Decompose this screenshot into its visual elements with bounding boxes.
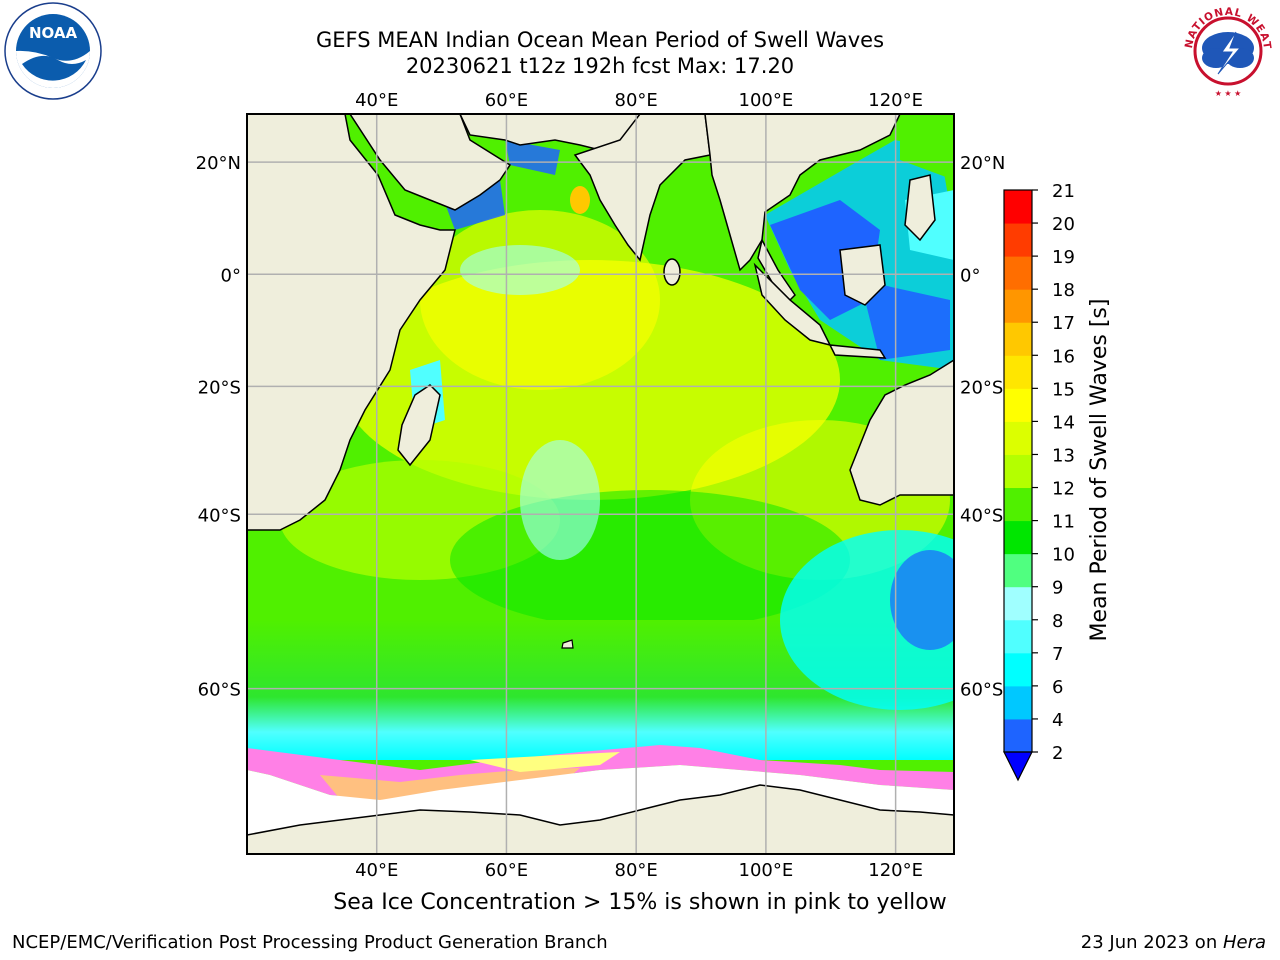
colorbar-tick-label: 6 bbox=[1052, 677, 1063, 698]
lon-label-bottom: 120°E bbox=[868, 860, 923, 881]
sea-ice-note: Sea Ice Concentration > 15% is shown in … bbox=[333, 890, 947, 915]
colorbar-tick-label: 7 bbox=[1052, 644, 1063, 665]
lon-label-top: 80°E bbox=[615, 90, 658, 111]
colorbar-bin bbox=[1004, 586, 1032, 621]
nws-logo: NATIONAL WEATHER SERVICE ★ ★ ★ bbox=[1178, 2, 1275, 98]
colorbar-tick-label: 2 bbox=[1052, 743, 1063, 764]
lat-label-left: 40°S bbox=[198, 505, 241, 526]
lat-label-left: 0° bbox=[221, 265, 241, 286]
lat-label-right: 40°S bbox=[960, 505, 1003, 526]
lat-label-left: 20°S bbox=[198, 377, 241, 398]
producer-credit: NCEP/EMC/Verification Post Processing Pr… bbox=[12, 932, 608, 953]
map-subtitle: 20230621 t12z 192h fcst Max: 17.20 bbox=[405, 54, 795, 78]
colorbar-bin bbox=[1004, 256, 1032, 290]
lon-label-top: 40°E bbox=[355, 90, 398, 111]
colorbar-bin bbox=[1004, 421, 1032, 455]
lat-label-right: 0° bbox=[960, 265, 980, 286]
colorbar-tick-label: 9 bbox=[1052, 578, 1063, 599]
colorbar-tick-label: 12 bbox=[1052, 479, 1075, 500]
lon-label-bottom: 60°E bbox=[485, 860, 528, 881]
colorbar-bin bbox=[1004, 388, 1032, 422]
colorbar-tick-label: 20 bbox=[1052, 214, 1075, 235]
map-area bbox=[247, 114, 954, 854]
colorbar-tick-label: 18 bbox=[1052, 280, 1075, 301]
lat-label-right: 20°N bbox=[960, 153, 1005, 174]
colorbar-bin bbox=[1004, 289, 1032, 323]
colorbar-tick-label: 4 bbox=[1052, 710, 1063, 731]
colorbar-label: Mean Period of Swell Waves [s] bbox=[1087, 299, 1112, 642]
colorbar-bin bbox=[1004, 190, 1032, 224]
lon-label-top: 120°E bbox=[868, 90, 923, 111]
axis-labels: 40°E 40°E 60°E 60°E 80°E 80°E 100°E 100°E 120°E 1… bbox=[196, 90, 1006, 881]
lon-label-bottom: 100°E bbox=[739, 860, 794, 881]
lon-label-bottom: 80°E bbox=[615, 860, 658, 881]
colorbar-tick-label: 8 bbox=[1052, 611, 1063, 632]
lat-label-right: 20°S bbox=[960, 377, 1003, 398]
colorbar-tick-label: 13 bbox=[1052, 445, 1075, 466]
colorbar-tick-label: 17 bbox=[1052, 313, 1075, 334]
production-date: 23 Jun 2023 on Hera bbox=[1081, 932, 1266, 953]
colorbar-bin bbox=[1004, 553, 1032, 588]
lon-label-bottom: 40°E bbox=[355, 860, 398, 881]
colorbar-bin bbox=[1004, 454, 1032, 489]
lon-label-top: 60°E bbox=[485, 90, 528, 111]
lat-label-left: 60°S bbox=[198, 680, 241, 701]
colorbar-frame bbox=[1003, 189, 1033, 753]
colorbar-tick-label: 11 bbox=[1052, 512, 1075, 533]
lat-label-right: 60°S bbox=[960, 680, 1003, 701]
noaa-logo: NOAA bbox=[4, 2, 102, 100]
map-frame bbox=[246, 113, 955, 855]
colorbar-bin bbox=[1004, 520, 1032, 555]
colorbar-tick-label: 10 bbox=[1052, 545, 1075, 566]
lat-label-left: 20°N bbox=[196, 153, 241, 174]
colorbar-under-arrow bbox=[1003, 751, 1033, 782]
colorbar-bin bbox=[1004, 652, 1032, 687]
colorbar-tick-label: 21 bbox=[1052, 181, 1075, 202]
colorbar-tick-label: 14 bbox=[1052, 412, 1075, 433]
svg-text:★ ★ ★: ★ ★ ★ bbox=[1215, 89, 1242, 98]
map-title: GEFS MEAN Indian Ocean Mean Period of Sw… bbox=[315, 28, 885, 52]
colorbar: 2 4 6 7 8 9 10 11 12 13 14 15 16 17 18 19 20 21 bbox=[1003, 181, 1075, 782]
colorbar-bin bbox=[1004, 685, 1032, 720]
colorbar-tick-label: 15 bbox=[1052, 379, 1075, 400]
machine-name: Hera bbox=[1222, 932, 1266, 953]
date-text: 23 Jun 2023 on bbox=[1080, 932, 1223, 953]
colorbar-bin bbox=[1004, 619, 1032, 654]
colorbar-bin bbox=[1004, 355, 1032, 389]
colorbar-tick-label: 16 bbox=[1052, 346, 1075, 367]
svg-text:NOAA: NOAA bbox=[29, 24, 78, 42]
colorbar-bin bbox=[1004, 322, 1032, 356]
colorbar-tick-label: 19 bbox=[1052, 247, 1075, 268]
colorbar-bin bbox=[1004, 223, 1032, 257]
graticule bbox=[247, 114, 954, 854]
colorbar-bin bbox=[1004, 487, 1032, 522]
colorbar-bin bbox=[1004, 718, 1032, 753]
lon-label-top: 100°E bbox=[739, 90, 794, 111]
